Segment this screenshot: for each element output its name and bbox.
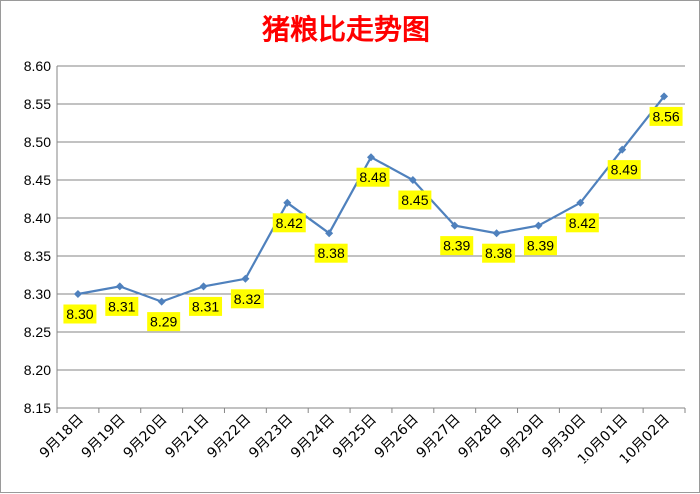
data-label: 8.31 (108, 298, 135, 314)
data-label: 8.48 (359, 169, 386, 185)
data-point (492, 229, 501, 238)
data-point (73, 290, 82, 298)
data-point (325, 229, 334, 238)
x-tick-label: 9月21日 (162, 412, 212, 462)
data-label: 8.39 (527, 238, 554, 254)
data-label-box (523, 236, 557, 256)
data-point (283, 198, 292, 207)
x-tick-label: 9月20日 (120, 412, 170, 462)
y-tick-label: 8.15 (24, 400, 51, 416)
y-tick-label: 8.40 (24, 210, 51, 226)
data-point (157, 297, 166, 306)
x-tick-label: 9月28日 (455, 412, 505, 462)
data-label-box (314, 243, 348, 263)
x-tick-label: 9月26日 (372, 412, 422, 462)
wechat-icon (482, 456, 504, 473)
y-tick-label: 8.50 (24, 134, 51, 150)
y-tick-label: 8.20 (24, 362, 51, 378)
x-tick-label: 9月22日 (204, 412, 254, 462)
watermark-text: 微信号: shengzhujiage (505, 456, 658, 472)
y-tick-label: 8.55 (24, 96, 51, 112)
data-labels: 8.30 8.31 8.29 8.31 8.32 8.42 8.38 8.48 8.45 8.39… (63, 106, 683, 332)
data-label: 8.38 (318, 245, 345, 261)
data-point (115, 282, 124, 291)
data-label: 8.45 (401, 192, 428, 208)
y-tick-label: 8.25 (24, 324, 51, 340)
chart-title: 猪粮比走势图 (262, 13, 430, 46)
x-tick-label: 9月23日 (246, 412, 296, 462)
data-label-box (147, 312, 181, 332)
x-tick-label: 9月29日 (497, 412, 547, 462)
watermark: 微信号: shengzhujiage (482, 456, 658, 473)
data-label-box (482, 243, 516, 263)
data-label-box (105, 296, 139, 316)
data-label: 8.32 (234, 291, 261, 307)
data-point (534, 221, 543, 230)
data-label: 8.31 (192, 298, 219, 314)
x-tick-label: 9月24日 (288, 412, 338, 462)
data-label-box (272, 213, 306, 233)
data-label: 8.30 (66, 306, 93, 322)
y-tick-labels: 8.15 8.20 8.25 8.30 8.35 8.40 8.45 8.50 8.55 8.60 (24, 58, 51, 416)
data-label-box (398, 190, 432, 210)
data-label-box (440, 236, 474, 256)
data-point (367, 153, 375, 162)
data-label-box (230, 289, 264, 309)
data-label-box (649, 106, 683, 126)
data-point (660, 92, 669, 101)
data-point (576, 198, 585, 207)
x-tick-label: 9月25日 (330, 412, 380, 462)
data-point (618, 145, 627, 154)
data-label: 8.49 (611, 162, 638, 178)
y-tick-label: 8.60 (24, 58, 51, 74)
x-tick-label: 9月19日 (79, 412, 129, 462)
data-label: 8.39 (443, 238, 470, 254)
y-tick-label: 8.35 (24, 248, 51, 264)
series (73, 92, 669, 306)
series-line (77, 95, 665, 303)
data-label-box (565, 213, 599, 233)
data-label-box (189, 296, 223, 316)
data-label-box (356, 167, 390, 187)
y-tick-label: 8.45 (24, 172, 51, 188)
data-point (450, 221, 459, 230)
data-label: 8.38 (485, 245, 512, 261)
x-tick-label: 9月27日 (414, 412, 464, 462)
data-label: 8.42 (276, 215, 303, 231)
x-tick-label: 9月18日 (37, 412, 87, 462)
data-label: 8.56 (652, 108, 679, 124)
data-label: 8.29 (150, 314, 177, 330)
y-tick-label: 8.30 (24, 286, 51, 302)
data-point (199, 282, 208, 291)
data-label: 8.42 (569, 215, 596, 231)
data-label-box (607, 160, 641, 180)
axes (56, 66, 686, 413)
data-label-box (63, 304, 97, 324)
data-point (408, 176, 417, 184)
data-point (241, 274, 250, 283)
